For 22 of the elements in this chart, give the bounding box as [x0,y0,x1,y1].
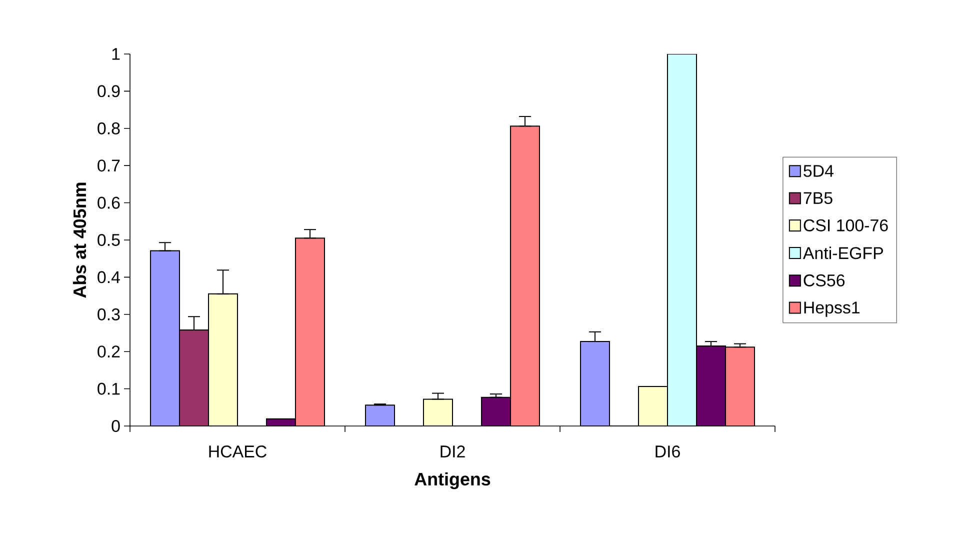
legend-label: 7B5 [804,192,832,204]
y-tick-label: 0.6 [98,196,120,209]
y-tick-label: 0 [112,420,120,432]
legend-label: Anti-EGFP [802,246,883,260]
y-tick-label: 0.2 [98,346,120,358]
y-tick-label: 0.9 [98,85,120,98]
y-tick-label: 0.7 [98,160,120,172]
legend-label: CS56 [804,274,845,286]
y-tick-label: 0.3 [98,308,120,320]
legend-label: CSI 100-76 [804,219,888,232]
legend-label: 5D4 [804,165,834,177]
x-tick-label: DI2 [440,446,465,458]
y-tick-label: 0.8 [98,122,120,134]
y-axis-title: Abs at 405nm [72,182,86,298]
x-tick-label: HCAEC [209,446,267,458]
y-tick-label: 0.4 [98,271,120,284]
legend-label: Hepss1 [804,302,860,317]
x-axis-title: Antigens [414,472,490,490]
x-tick-label: DI6 [656,446,680,458]
y-tick-label: 1 [112,48,120,60]
y-tick-label: 0.5 [98,234,120,246]
y-tick-label: 0.1 [98,382,120,395]
